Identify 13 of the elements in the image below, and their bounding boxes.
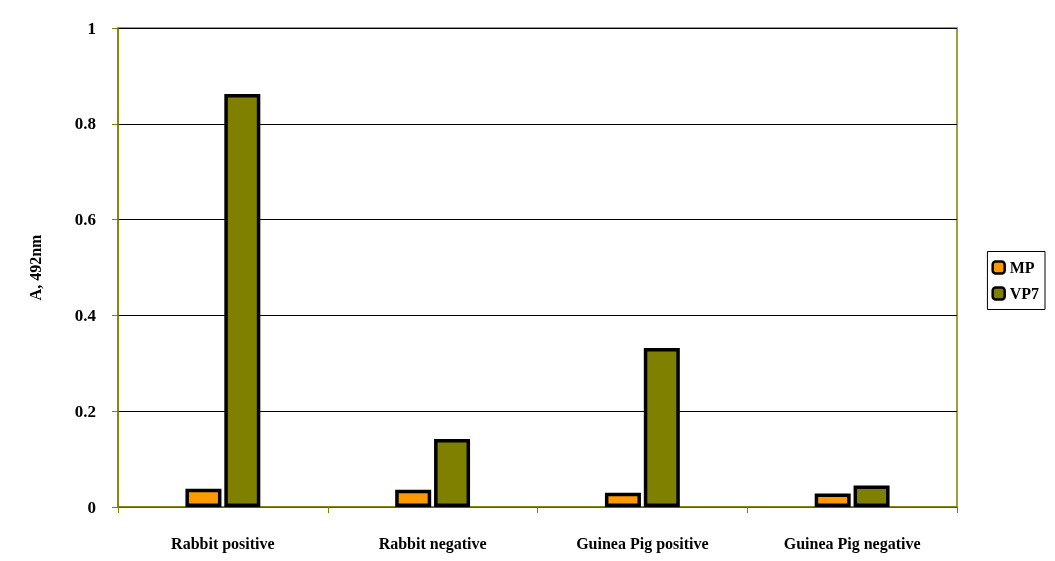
x-tick-label: Rabbit positive (171, 534, 275, 553)
x-tick-label: Rabbit negative (378, 534, 487, 553)
x-tick-label: Guinea Pig negative (783, 534, 921, 553)
y-axis-title: A, 492nm (26, 233, 44, 301)
y-tick-label: 1 (87, 18, 96, 38)
y-tick-label: 0.6 (74, 210, 96, 230)
y-tick-label: 0 (87, 497, 96, 517)
y-tick-label: 0.4 (74, 305, 97, 325)
y-tick-label: 0.2 (74, 401, 96, 421)
x-tick-label: Guinea Pig positive (576, 534, 709, 553)
y-tick-label: 0.8 (74, 114, 96, 134)
legend-label: MP (1009, 259, 1035, 276)
legend-label: VP7 (1009, 285, 1039, 302)
